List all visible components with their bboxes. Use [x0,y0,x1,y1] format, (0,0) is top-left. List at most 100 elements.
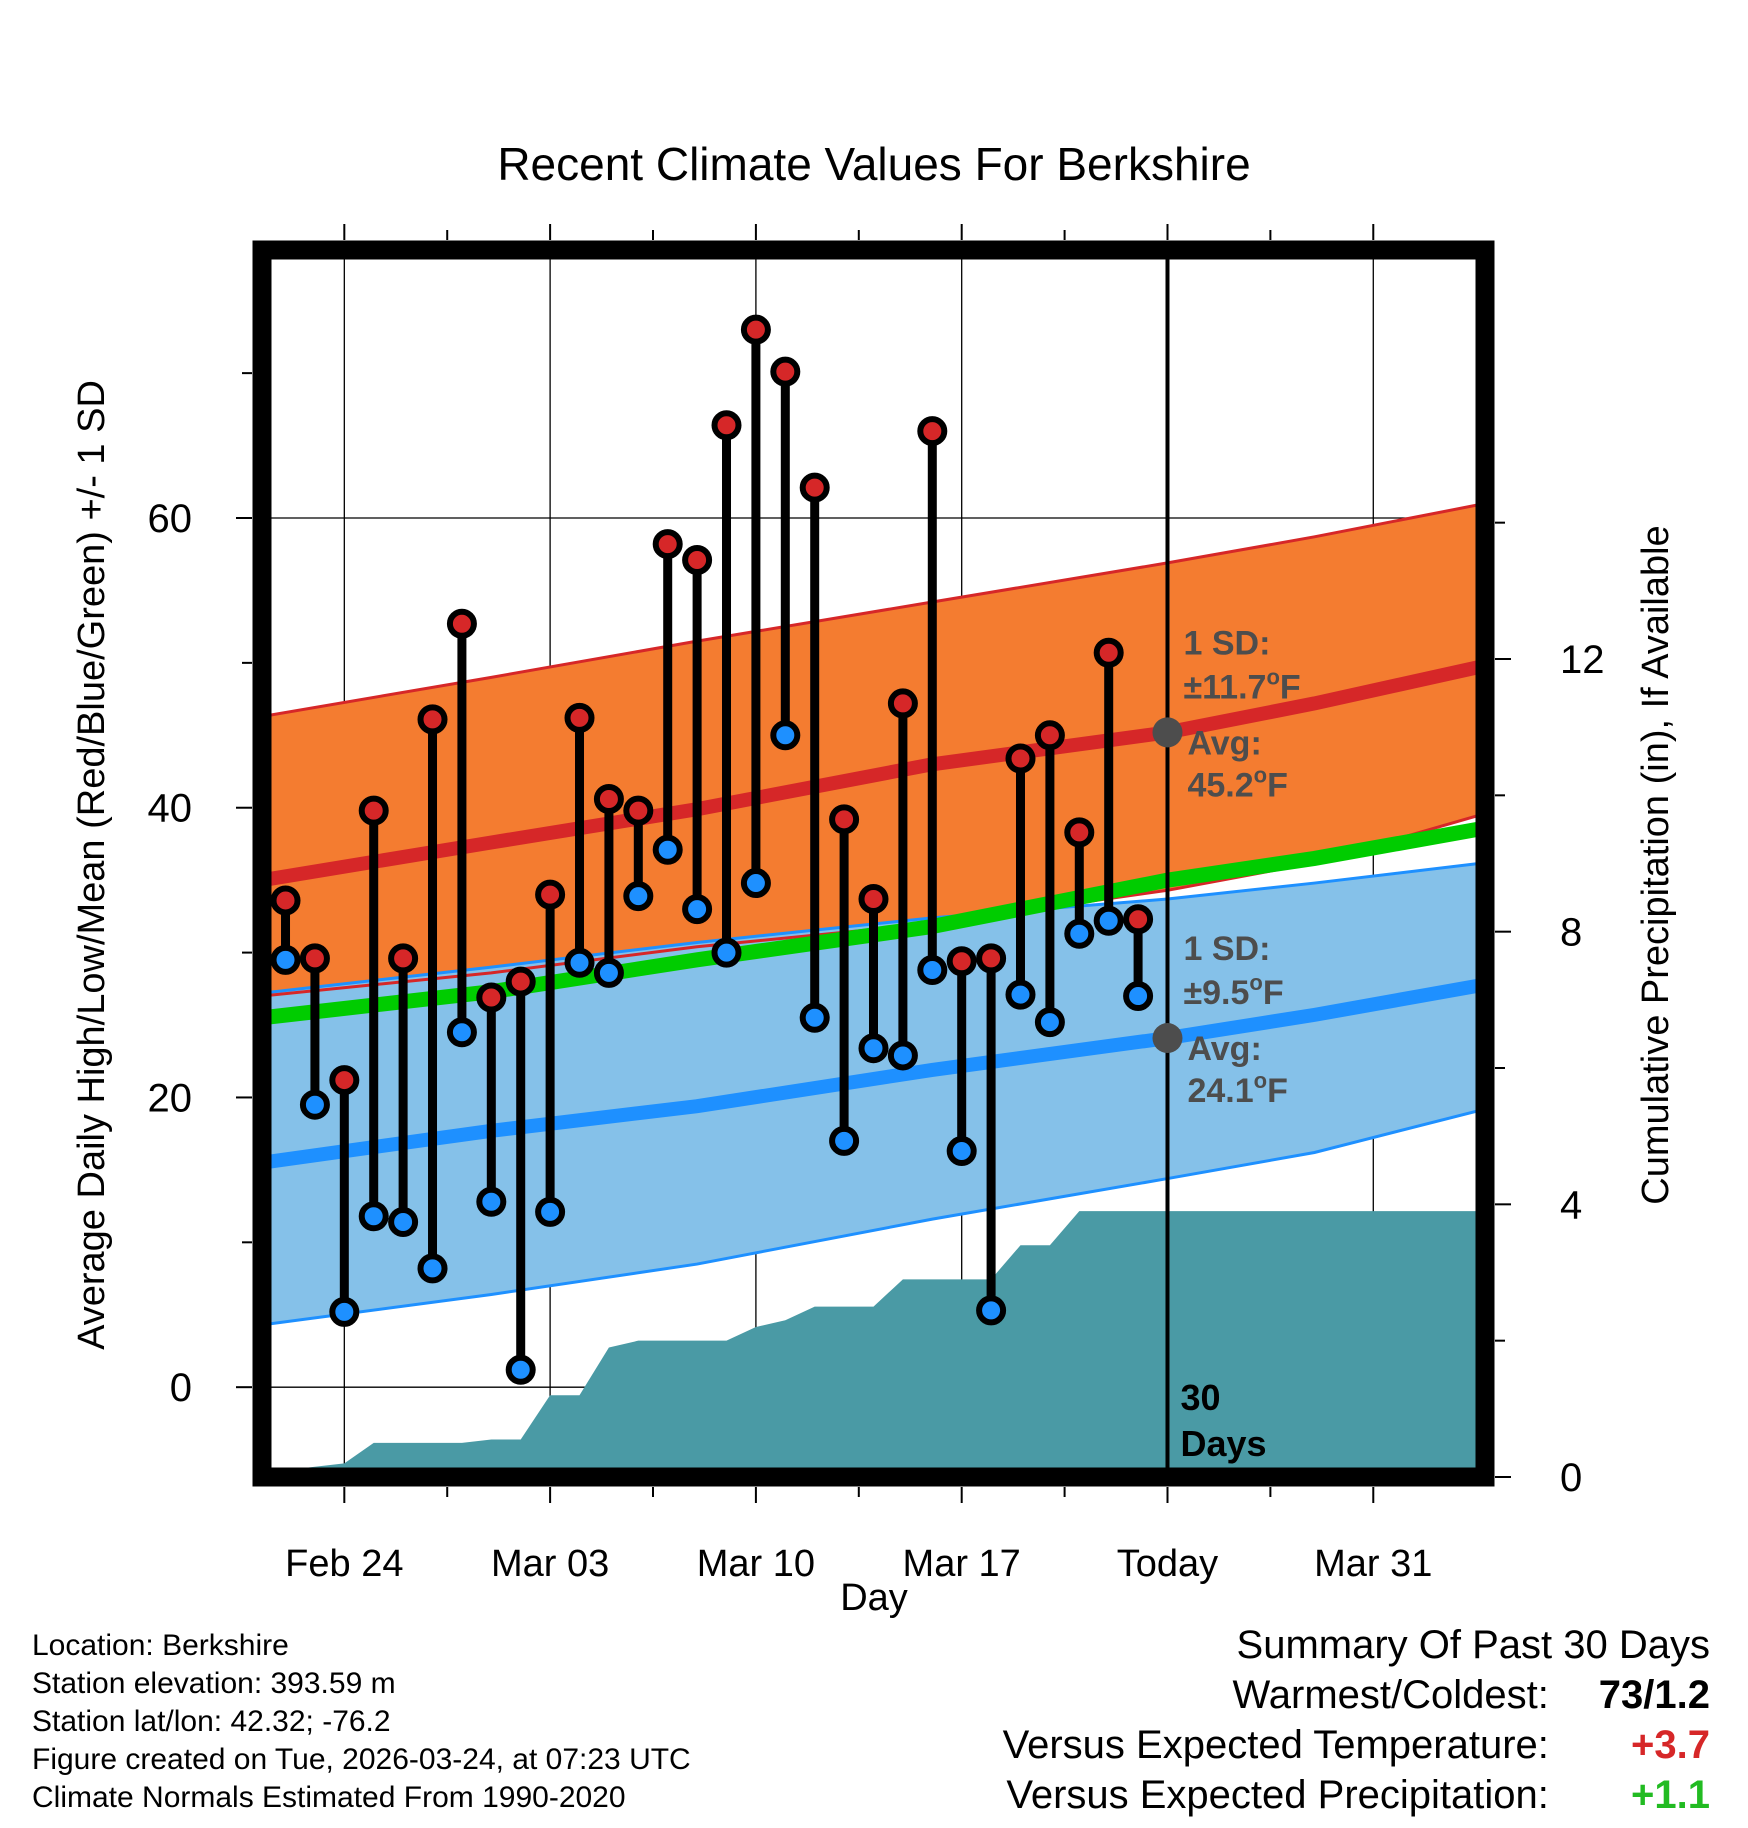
low-point [593,957,624,988]
high-today-marker [1152,717,1183,748]
degree-sign: o [1249,970,1262,995]
degree-sign: o [1266,664,1279,689]
low-sd-value: ±9.5oF [1183,970,1283,1012]
low-lower-edge [262,1107,1485,1327]
low-today-marker [1152,1023,1183,1054]
high-point [564,702,595,733]
high-point [740,314,771,345]
low-point [535,1196,566,1227]
low-point [623,881,654,912]
low-point [829,1125,860,1156]
y-tick-label: 40 [148,787,193,831]
high-point [505,966,536,997]
y-tick-label: 20 [148,1076,193,1120]
low-point [1123,981,1154,1012]
high-point [711,410,742,441]
temp-value: +3.7 [1631,1723,1710,1767]
low-point [799,1002,830,1033]
high-point [976,943,1007,974]
high-sd-label: 1 SD: [1183,624,1270,662]
y2-tick-label: 0 [1560,1456,1582,1500]
unit-label: F [1263,974,1284,1012]
low-point [652,834,683,865]
warm-cold-value: 73/1.2 [1598,1673,1710,1717]
x-tick-label: Mar 31 [1314,1543,1432,1585]
x-axis-label: Day [840,1577,908,1619]
low-point [388,1207,419,1238]
high-point [887,688,918,719]
created-text: Figure created on Tue, 2026-03-24, at 07… [32,1743,691,1776]
unit-label: F [1267,766,1288,804]
low-point [770,720,801,751]
x-tick-label: Today [1117,1543,1218,1585]
high-point [946,946,977,977]
low-point [976,1295,1007,1326]
low-point [446,1017,477,1048]
high-point [535,879,566,910]
x-tick-label: Mar 17 [903,1543,1021,1585]
high-point [858,883,889,914]
low-point [505,1354,536,1385]
low-point [1064,918,1095,949]
low-point [711,937,742,968]
high-point [476,982,507,1013]
summary-precip-row: Versus Expected Precipitation: +1.1 [1003,1770,1710,1820]
elevation-text: Station elevation: 393.59 m [32,1667,396,1700]
y2-axis-label: Cumulative Precipitation (in), If Availa… [1635,525,1677,1204]
low-point [329,1296,360,1327]
y-axis-label: Average Daily High/Low/Mean (Red/Blue/Gr… [71,380,113,1350]
plot-frame [252,240,1495,1487]
high-point [917,416,948,447]
low-point [917,954,948,985]
low-avg-label: Avg: [1187,1030,1261,1068]
climate-chart: Recent Climate Values For Berkshire 30 Da… [71,138,1677,1619]
low-point [564,947,595,978]
precip-value: +1.1 [1631,1773,1710,1817]
high-point [358,795,389,826]
high-point [829,804,860,835]
temp-label: Versus Expected Temperature: [1002,1723,1549,1767]
high-point [799,472,830,503]
low-avg-value: 24.1oF [1187,1068,1287,1110]
unit-label: F [1280,668,1301,706]
x-tick-label: Mar 10 [697,1543,815,1585]
low-point [858,1033,889,1064]
low-point [946,1136,977,1167]
high-avg-value: 45.2oF [1187,762,1287,804]
y-tick-label: 0 [170,1366,192,1410]
summary-warm-cold-row: Warmest/Coldest: 73/1.2 [1003,1670,1711,1720]
today-days-label: 30 [1180,1377,1220,1418]
high-point [1005,743,1036,774]
high-point [593,784,624,815]
low-point [476,1186,507,1217]
high-point [682,545,713,576]
high-avg-label: Avg: [1187,724,1261,762]
precip-area [262,1211,1485,1477]
y2-tick-label: 8 [1560,911,1582,955]
high-point [1123,904,1154,935]
high-point [770,356,801,387]
latlon-text: Station lat/lon: 42.32; -76.2 [32,1705,391,1738]
station-info: Location: Berkshire Station elevation: 3… [32,1627,691,1817]
high-point [417,704,448,735]
high-point [446,608,477,639]
summary-temp-row: Versus Expected Temperature: +3.7 [1003,1720,1710,1770]
low-point [1005,979,1036,1010]
x-tick-label: Feb 24 [285,1543,403,1585]
high-point [270,885,301,916]
degree-sign: o [1254,1068,1267,1093]
high-sd-value: ±11.7oF [1183,664,1300,706]
low-point [740,868,771,899]
x-tick-label: Mar 03 [491,1543,609,1585]
low-point [1093,905,1124,936]
degree-sign: o [1254,762,1267,787]
high-point [299,943,330,974]
low-point [270,944,301,975]
low-point [417,1253,448,1284]
y2-tick-label: 12 [1560,638,1605,682]
today-days-label: Days [1180,1423,1266,1464]
high-point [1034,720,1065,751]
summary-panel: Summary Of Past 30 Days Warmest/Coldest:… [1003,1620,1710,1820]
y-tick-label: 60 [148,497,193,541]
high-point [652,529,683,560]
